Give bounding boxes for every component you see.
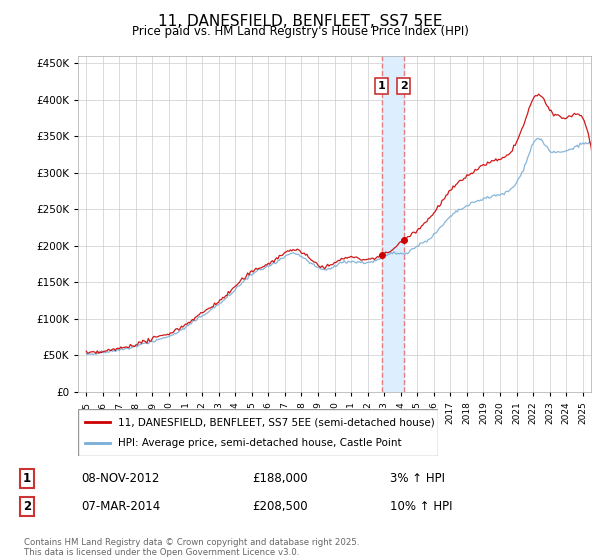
Text: HPI: Average price, semi-detached house, Castle Point: HPI: Average price, semi-detached house,… <box>118 438 401 448</box>
Text: Contains HM Land Registry data © Crown copyright and database right 2025.
This d: Contains HM Land Registry data © Crown c… <box>24 538 359 557</box>
Text: £208,500: £208,500 <box>252 500 308 514</box>
Text: Price paid vs. HM Land Registry's House Price Index (HPI): Price paid vs. HM Land Registry's House … <box>131 25 469 38</box>
Text: 2: 2 <box>400 81 407 91</box>
Text: 1: 1 <box>23 472 31 486</box>
Text: 08-NOV-2012: 08-NOV-2012 <box>81 472 160 486</box>
FancyBboxPatch shape <box>78 409 438 456</box>
Text: 11, DANESFIELD, BENFLEET, SS7 5EE (semi-detached house): 11, DANESFIELD, BENFLEET, SS7 5EE (semi-… <box>118 417 434 427</box>
Text: 1: 1 <box>378 81 386 91</box>
Bar <box>382 56 404 392</box>
Text: 11, DANESFIELD, BENFLEET, SS7 5EE: 11, DANESFIELD, BENFLEET, SS7 5EE <box>158 14 442 29</box>
Text: £188,000: £188,000 <box>252 472 308 486</box>
Text: 10% ↑ HPI: 10% ↑ HPI <box>390 500 452 514</box>
Text: 3% ↑ HPI: 3% ↑ HPI <box>390 472 445 486</box>
Text: 2: 2 <box>23 500 31 514</box>
Text: 07-MAR-2014: 07-MAR-2014 <box>81 500 160 514</box>
